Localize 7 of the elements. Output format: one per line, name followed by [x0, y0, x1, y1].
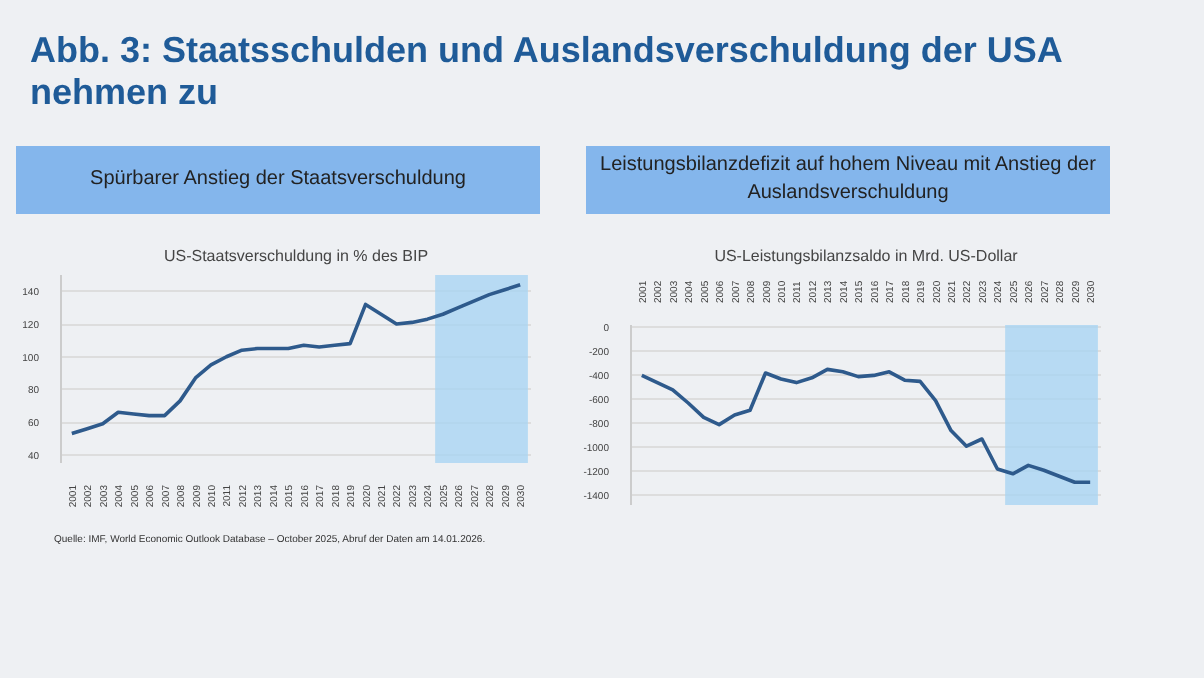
- line-series: [640, 367, 1092, 484]
- chart-title: US-Staatsverschuldung in % des BIP: [163, 247, 429, 265]
- chart-subtitle: Spürbarer Anstieg der Staatsverschuldung: [90, 165, 466, 194]
- chart-title: US-Leistungsbilanzsaldo in Mrd. US-Dollar: [714, 247, 1019, 265]
- line-series: [70, 283, 522, 436]
- chart-subtitle: Leistungsbilanzdefizit auf hohem Niveau mit Anstieg der Auslandsverschuldung: [586, 151, 1110, 209]
- caption: Abb. 3: Staatsschulden und Auslandsverschuldung der USA nehmen zu: [30, 30, 1064, 114]
